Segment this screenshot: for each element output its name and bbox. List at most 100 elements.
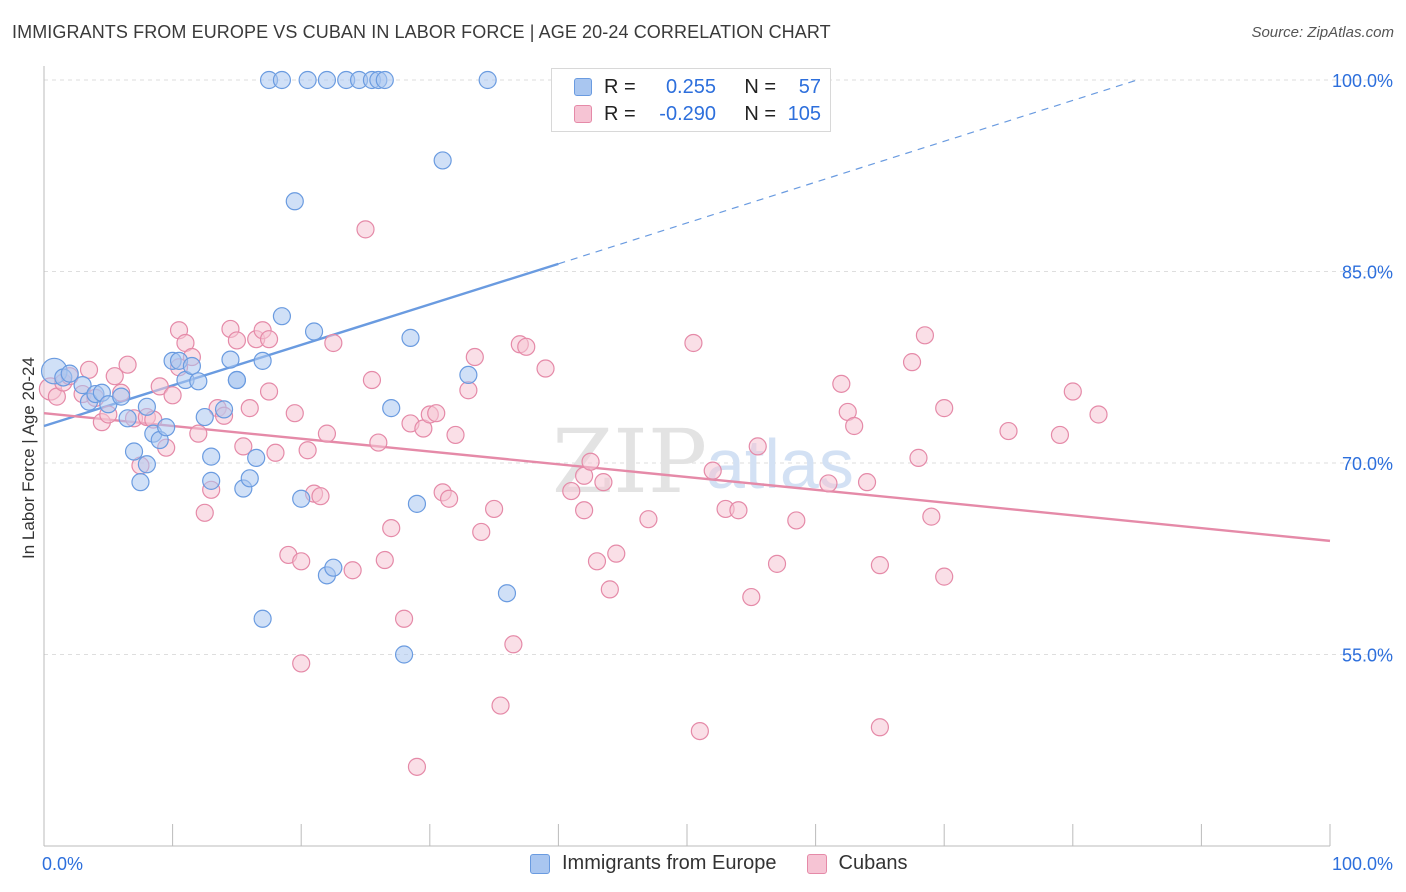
point-cubans — [163, 386, 182, 405]
x-tick-label: 100.0% — [1332, 854, 1393, 874]
axes — [43, 66, 1331, 847]
point-cubans — [375, 550, 394, 570]
point-europe — [73, 376, 92, 395]
point-cubans — [594, 473, 613, 492]
point-cubans — [292, 552, 311, 571]
point-europe — [401, 328, 420, 347]
point-cubans — [729, 501, 748, 520]
point-europe — [394, 645, 414, 664]
point-cubans — [607, 544, 626, 563]
trend-line-cubans — [43, 412, 1331, 543]
point-cubans — [298, 441, 317, 460]
y-tick-label: 100.0% — [1332, 71, 1393, 91]
legend-n-label: N = — [744, 102, 776, 125]
point-cubans — [1063, 382, 1082, 401]
point-europe — [382, 399, 401, 418]
trend-extension-europe — [558, 79, 1138, 265]
legend-row-europe: R = 0.255 N = 57 — [574, 74, 821, 100]
point-cubans — [870, 718, 890, 737]
series-legend-europe[interactable]: Immigrants from Europe — [530, 852, 777, 875]
point-cubans — [870, 556, 890, 575]
point-europe — [304, 322, 324, 341]
point-europe — [227, 370, 246, 390]
point-cubans — [832, 374, 851, 393]
point-cubans — [581, 452, 600, 471]
series-legend-cubans[interactable]: Cubans — [806, 852, 907, 875]
y-axis-label: In Labor Force | Age 20-24 — [19, 357, 38, 559]
point-europe — [478, 70, 497, 90]
point-cubans — [690, 721, 709, 741]
point-cubans — [857, 473, 877, 492]
legend-r-value-europe: 0.255 — [665, 75, 716, 98]
x-tick-label: 0.0% — [42, 854, 83, 874]
point-europe — [375, 70, 394, 90]
point-cubans — [292, 654, 311, 673]
point-cubans — [909, 448, 928, 467]
point-europe — [407, 494, 427, 513]
series-label-europe: Immigrants from Europe — [562, 852, 777, 874]
y-tick-label: 85.0% — [1342, 263, 1393, 283]
point-europe — [112, 387, 131, 406]
point-europe — [247, 448, 266, 467]
point-cubans — [317, 424, 337, 443]
point-cubans — [439, 489, 459, 508]
point-cubans — [459, 381, 478, 400]
legend-r-label: R = — [604, 75, 636, 98]
series-swatch-europe — [530, 853, 550, 874]
point-cubans — [407, 757, 427, 776]
source-label: Source: ZipAtlas.com — [1251, 24, 1394, 41]
point-cubans — [684, 333, 703, 353]
point-cubans — [767, 554, 787, 573]
point-europe — [157, 418, 176, 437]
point-cubans — [485, 499, 504, 519]
gridlines — [44, 79, 1394, 655]
point-cubans — [382, 519, 401, 538]
point-europe — [285, 192, 304, 211]
point-europe — [202, 471, 221, 490]
point-europe — [324, 558, 343, 577]
tick-labels: 100.0% 85.0% 70.0% 55.0% 0.0% 100.0% — [42, 71, 1393, 874]
point-europe — [292, 489, 311, 508]
point-europe — [118, 409, 137, 428]
point-cubans — [587, 552, 607, 571]
point-cubans — [189, 424, 208, 443]
legend-row-cubans: R = -0.290 N = 105 — [574, 101, 821, 127]
point-cubans — [266, 443, 285, 462]
point-cubans — [195, 503, 214, 522]
point-cubans — [935, 567, 954, 586]
legend-swatch-cubans — [574, 105, 592, 123]
point-europe — [253, 609, 272, 628]
legend-n-value-europe: 57 — [798, 75, 821, 98]
point-cubans — [259, 330, 279, 349]
chart-title: IMMIGRANTS FROM EUROPE VS CUBAN IN LABOR… — [12, 22, 831, 42]
point-europe — [298, 70, 317, 90]
point-cubans — [343, 561, 362, 580]
point-cubans — [324, 333, 343, 353]
point-cubans — [105, 367, 124, 386]
point-europe — [124, 442, 144, 461]
legend-n-value-cubans: 105 — [787, 102, 821, 125]
point-cubans — [394, 609, 414, 628]
point-cubans — [902, 353, 922, 372]
point-cubans — [227, 331, 246, 350]
point-cubans — [150, 377, 169, 396]
point-cubans — [536, 359, 555, 378]
legend-n-label: N = — [744, 75, 776, 98]
point-cubans — [491, 696, 510, 715]
point-cubans — [935, 399, 954, 418]
point-europe — [272, 307, 292, 326]
point-europe — [182, 356, 201, 376]
series-legend: Immigrants from Europe Cubans — [530, 852, 937, 875]
point-europe — [195, 407, 214, 427]
data-points — [38, 70, 1108, 776]
point-cubans — [356, 220, 375, 239]
point-cubans — [369, 433, 388, 452]
point-cubans — [427, 404, 446, 423]
point-cubans — [311, 487, 330, 506]
point-cubans — [845, 416, 864, 436]
point-cubans — [915, 326, 935, 345]
point-europe — [253, 351, 272, 370]
point-cubans — [819, 474, 838, 493]
point-cubans — [575, 501, 594, 520]
legend-r-label: R = — [604, 102, 636, 125]
